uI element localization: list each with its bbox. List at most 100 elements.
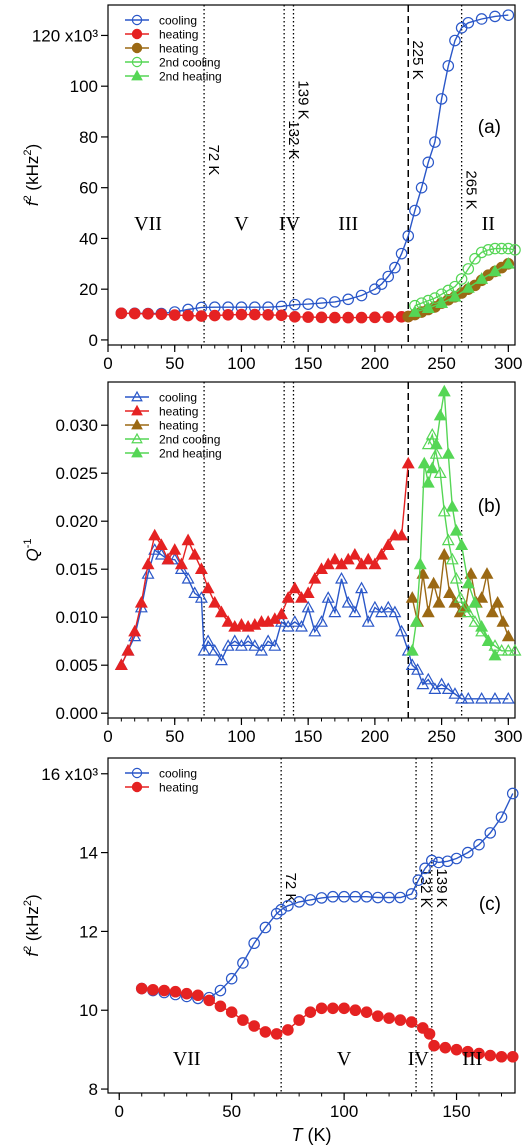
- data-point: [395, 247, 408, 260]
- data-point: [181, 571, 195, 584]
- data-point: [275, 309, 288, 322]
- y-axis-label-unit-superscript: 2: [22, 900, 34, 906]
- data-point: [360, 1006, 373, 1019]
- data-point: [342, 311, 354, 324]
- data-point: [509, 244, 521, 256]
- data-point: [182, 309, 194, 322]
- x-tick-label: 150: [294, 354, 322, 373]
- data-point: [355, 289, 368, 302]
- y-axis-label-symbol: Q: [23, 548, 42, 561]
- data-point: [168, 543, 182, 555]
- y-axis-label: f2 (kHz2): [22, 144, 42, 206]
- data-point: [495, 242, 508, 255]
- data-point: [395, 528, 409, 541]
- data-point: [315, 1002, 328, 1015]
- y-tick-label: 0.020: [55, 512, 98, 531]
- data-point: [329, 311, 341, 324]
- data-point: [437, 384, 451, 397]
- data-point: [441, 533, 455, 546]
- data-point: [443, 586, 457, 599]
- data-point: [429, 136, 441, 148]
- data-point: [203, 994, 215, 1007]
- data-point: [342, 293, 354, 306]
- data-point: [181, 533, 195, 546]
- transition-label: 139 K: [433, 868, 450, 907]
- data-point: [361, 615, 375, 627]
- data-point: [328, 552, 342, 565]
- data-point: [262, 309, 274, 321]
- data-point: [281, 591, 295, 603]
- data-point: [496, 615, 510, 627]
- data-point: [304, 1006, 317, 1019]
- data-point: [154, 538, 168, 551]
- data-point: [168, 309, 181, 321]
- data-point: [301, 600, 315, 613]
- data-point: [375, 547, 389, 560]
- data-point: [338, 890, 350, 903]
- data-point: [142, 307, 154, 320]
- data-point: [461, 691, 475, 704]
- y-axis-label-superscript: -1: [22, 538, 34, 548]
- data-point: [214, 1000, 227, 1013]
- y-tick-label: 12: [79, 922, 98, 941]
- data-point: [455, 538, 469, 551]
- data-point: [134, 595, 148, 608]
- data-point: [192, 989, 204, 1002]
- data-point: [168, 552, 182, 565]
- data-point: [421, 605, 435, 618]
- data-point: [449, 34, 461, 47]
- data-point: [235, 308, 248, 321]
- data-point: [355, 311, 368, 324]
- data-point: [495, 811, 508, 823]
- data-point: [432, 595, 446, 608]
- data-point: [195, 310, 208, 322]
- data-point: [248, 308, 261, 321]
- data-point: [484, 827, 497, 839]
- data-point: [180, 987, 193, 1000]
- x-tick-label: 100: [227, 727, 255, 746]
- y-axis-label-superscript: 2: [22, 946, 34, 952]
- legend-entry: heating: [159, 405, 198, 419]
- y-tick-label: 0.000: [55, 704, 98, 723]
- y-tick-label: 0: [89, 331, 98, 350]
- data-point: [461, 281, 475, 293]
- y-top-tick-label: 120 x10³: [32, 26, 98, 45]
- data-point: [449, 523, 463, 536]
- data-point: [237, 1014, 249, 1026]
- data-point: [188, 547, 202, 560]
- data-point: [214, 653, 228, 666]
- data-point: [488, 648, 502, 661]
- data-point: [315, 297, 328, 309]
- legend-entry: heating: [159, 419, 198, 433]
- x-tick-label: 0: [103, 354, 112, 373]
- series-2nd-cooling: [421, 427, 522, 656]
- x-tick-label: 0: [103, 727, 112, 746]
- data-point: [457, 600, 471, 613]
- y-top-tick-label: 16 x10³: [41, 765, 98, 784]
- data-point: [315, 892, 328, 904]
- data-point: [506, 787, 519, 800]
- y-axis-label-unit-close: ): [23, 894, 42, 900]
- panel-label: (b): [478, 496, 501, 517]
- data-point: [289, 311, 301, 323]
- data-point: [201, 634, 215, 647]
- data-point: [473, 1047, 485, 1060]
- data-point: [274, 607, 288, 620]
- data-point: [208, 309, 221, 322]
- data-point: [506, 1050, 519, 1063]
- data-point: [405, 888, 418, 900]
- data-point: [369, 311, 381, 324]
- x-tick-label: 100: [330, 1102, 358, 1121]
- data-point: [293, 1014, 305, 1026]
- y-axis-label-unit: (kHz: [23, 156, 42, 196]
- data-point: [481, 634, 495, 647]
- data-point: [248, 937, 260, 950]
- data-point: [288, 615, 302, 627]
- data-point: [450, 1043, 463, 1056]
- series-2nd-heating: [405, 384, 502, 661]
- data-point: [381, 538, 395, 551]
- legend-entry: cooling: [159, 767, 197, 781]
- data-point: [338, 1002, 350, 1015]
- data-point: [421, 437, 435, 450]
